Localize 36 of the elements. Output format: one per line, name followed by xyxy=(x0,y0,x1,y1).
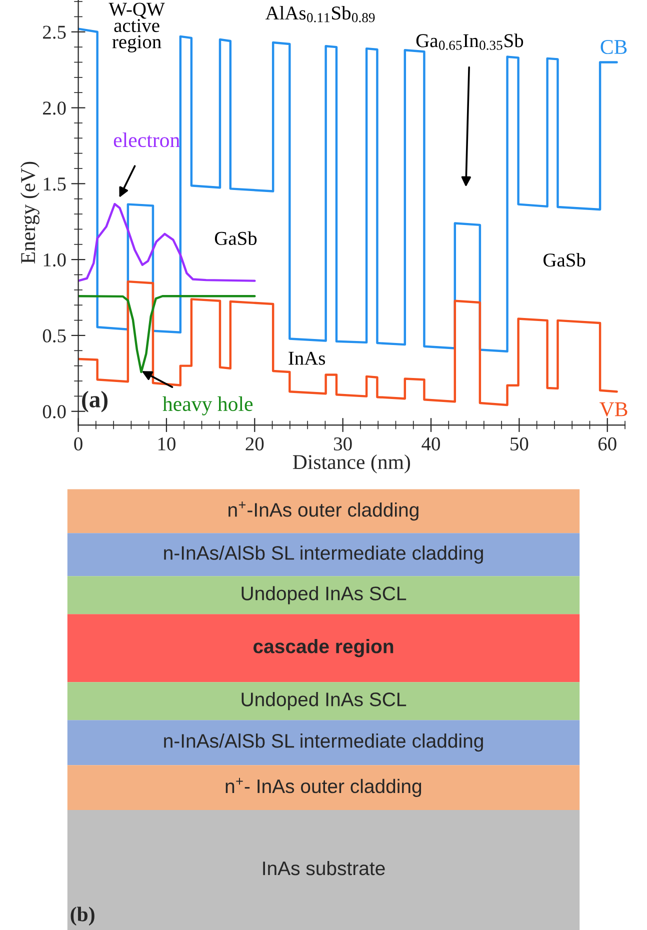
annotation: GaSb xyxy=(544,252,586,267)
annotation: heavy hole xyxy=(162,396,253,416)
category-label: Undoped InAs SCL xyxy=(242,586,406,604)
x-tick-label: 60 xyxy=(598,437,616,450)
line-series xyxy=(78,295,256,374)
category-label: n$^{+}$-InAs outer cladding xyxy=(228,502,418,521)
category-label: InAs substrate xyxy=(263,860,385,876)
y-tick-label: 0.0 xyxy=(42,405,66,418)
x-tick-label: 10 xyxy=(158,437,176,450)
text: (b) xyxy=(70,906,94,926)
category-label: cascade region xyxy=(253,639,394,658)
annotation: Ga$_{0.65}$In$_{0.35}$Sb xyxy=(416,34,524,50)
annotation: W-QW active region xyxy=(108,2,165,52)
y-tick-label: 2.0 xyxy=(43,102,66,115)
series-label: CB xyxy=(600,40,627,54)
y-tick-label: 1.5 xyxy=(44,178,66,191)
y-tick-label: 2.5 xyxy=(43,26,66,39)
x-tick-label: 50 xyxy=(510,437,528,450)
annotation: InAs xyxy=(288,352,326,365)
x-tick-label: 0 xyxy=(74,437,82,450)
category-label: n$^{+}$- InAs outer cladding xyxy=(226,778,422,798)
annotation: AlAs$_{0.11}$Sb$_{0.89}$ xyxy=(265,6,375,22)
y-tick-label: 1.0 xyxy=(44,253,66,267)
category-label: n-InAs/AlSb SL intermediate cladding xyxy=(164,546,483,564)
y-axis-title: Energy (eV) xyxy=(20,162,40,264)
category-label: n-InAs/AlSb SL intermediate cladding xyxy=(164,734,483,752)
x-tick-label: 40 xyxy=(422,437,440,450)
line-series xyxy=(78,202,256,282)
annotation: GaSb xyxy=(214,231,257,245)
x-axis-title: Distance (nm) xyxy=(292,454,410,474)
annotation: (a) xyxy=(82,390,108,412)
y-tick-label: 0.5 xyxy=(42,329,66,342)
x-tick-label: 30 xyxy=(334,437,352,450)
x-tick-label: 20 xyxy=(246,437,264,450)
series-label: VB xyxy=(600,402,628,416)
category-label: Undoped InAs SCL xyxy=(242,692,406,710)
